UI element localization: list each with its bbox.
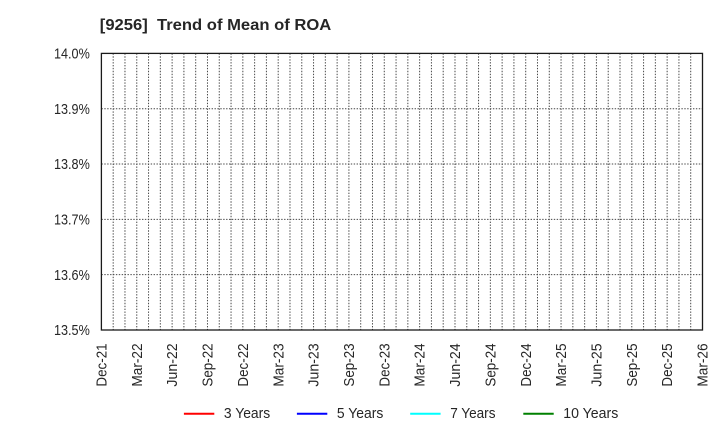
svg-text:Jun-22: Jun-22 — [165, 343, 181, 386]
svg-text:Dec-23: Dec-23 — [377, 343, 393, 386]
svg-text:Sep-25: Sep-25 — [625, 343, 641, 386]
svg-text:13.7%: 13.7% — [54, 213, 90, 229]
svg-text:10 Years: 10 Years — [563, 406, 618, 422]
svg-text:Jun-24: Jun-24 — [448, 343, 464, 386]
svg-text:Dec-24: Dec-24 — [519, 343, 535, 386]
svg-text:13.8%: 13.8% — [54, 157, 90, 173]
svg-text:Jun-25: Jun-25 — [589, 343, 605, 386]
svg-text:Dec-25: Dec-25 — [660, 343, 676, 386]
svg-text:Mar-22: Mar-22 — [130, 343, 146, 386]
svg-text:Mar-26: Mar-26 — [696, 343, 712, 386]
svg-text:Mar-24: Mar-24 — [413, 343, 429, 386]
svg-text:Dec-22: Dec-22 — [236, 343, 252, 386]
svg-text:[9256] Trend of Mean of ROA: [9256] Trend of Mean of ROA — [100, 17, 331, 34]
svg-text:5 Years: 5 Years — [337, 406, 383, 422]
svg-text:13.9%: 13.9% — [54, 102, 90, 118]
svg-text:14.0%: 14.0% — [54, 47, 90, 63]
svg-text:13.5%: 13.5% — [54, 323, 90, 339]
svg-text:Mar-23: Mar-23 — [271, 343, 287, 386]
svg-text:13.6%: 13.6% — [54, 268, 90, 284]
svg-text:Mar-25: Mar-25 — [554, 343, 570, 386]
svg-text:Jun-23: Jun-23 — [307, 343, 323, 386]
svg-text:Sep-23: Sep-23 — [342, 343, 358, 386]
svg-text:Sep-24: Sep-24 — [483, 343, 499, 386]
svg-text:Sep-22: Sep-22 — [201, 343, 217, 386]
svg-text:3 Years: 3 Years — [224, 406, 270, 422]
svg-text:7 Years: 7 Years — [450, 406, 495, 422]
svg-text:Dec-21: Dec-21 — [94, 343, 110, 386]
